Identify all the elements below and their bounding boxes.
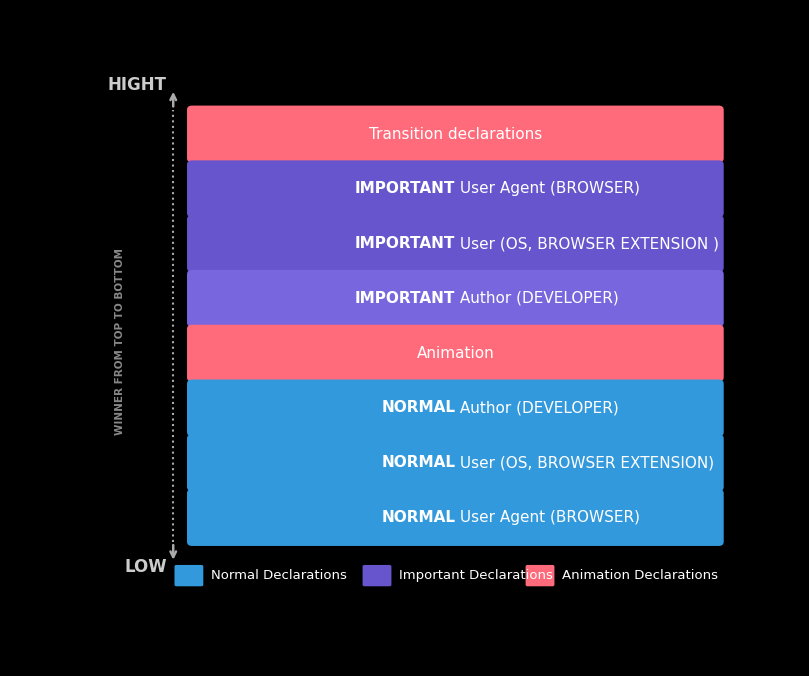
Text: User Agent (BROWSER): User Agent (BROWSER)	[455, 510, 641, 525]
Text: Animation Declarations: Animation Declarations	[562, 569, 718, 582]
FancyBboxPatch shape	[187, 489, 724, 546]
FancyBboxPatch shape	[187, 434, 724, 491]
Text: User (OS, BROWSER EXTENSION ): User (OS, BROWSER EXTENSION )	[455, 236, 719, 251]
FancyBboxPatch shape	[526, 565, 554, 586]
FancyBboxPatch shape	[187, 270, 724, 327]
Text: NORMAL: NORMAL	[381, 400, 455, 416]
Text: HIGHT: HIGHT	[108, 76, 167, 94]
Text: IMPORTANT: IMPORTANT	[355, 181, 455, 196]
Text: LOW: LOW	[125, 558, 167, 576]
Text: User (OS, BROWSER EXTENSION): User (OS, BROWSER EXTENSION)	[455, 455, 714, 470]
Text: Author (DEVELOPER): Author (DEVELOPER)	[455, 400, 619, 416]
FancyBboxPatch shape	[187, 324, 724, 381]
Text: Animation: Animation	[417, 345, 494, 361]
Text: WINNER FROM TOP TO BOTTOM: WINNER FROM TOP TO BOTTOM	[115, 248, 125, 435]
FancyBboxPatch shape	[362, 565, 392, 586]
FancyBboxPatch shape	[187, 160, 724, 217]
FancyBboxPatch shape	[175, 565, 203, 586]
FancyBboxPatch shape	[187, 215, 724, 272]
Text: Transition declarations: Transition declarations	[369, 126, 542, 141]
FancyBboxPatch shape	[187, 379, 724, 437]
FancyBboxPatch shape	[187, 105, 724, 162]
Text: Important Declarations: Important Declarations	[399, 569, 553, 582]
Text: IMPORTANT: IMPORTANT	[355, 236, 455, 251]
Text: User Agent (BROWSER): User Agent (BROWSER)	[455, 181, 641, 196]
Text: NORMAL: NORMAL	[381, 510, 455, 525]
Text: IMPORTANT: IMPORTANT	[355, 291, 455, 306]
Text: Author (DEVELOPER): Author (DEVELOPER)	[455, 291, 619, 306]
Text: NORMAL: NORMAL	[381, 455, 455, 470]
Text: Normal Declarations: Normal Declarations	[211, 569, 347, 582]
